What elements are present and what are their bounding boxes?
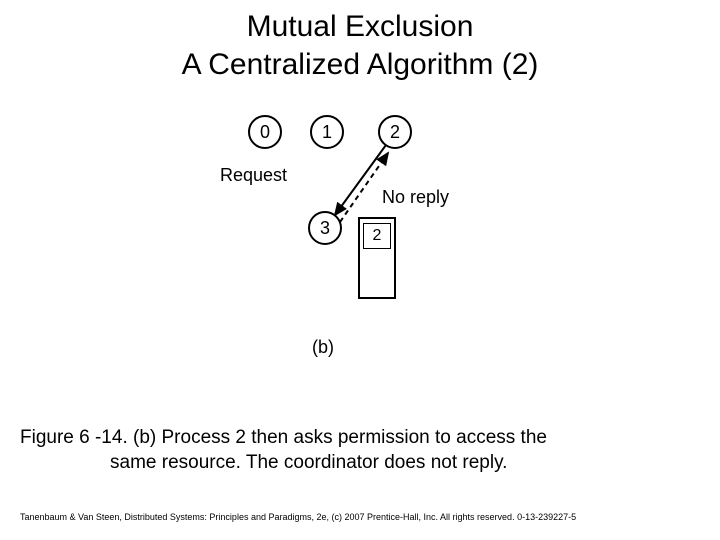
title-line1: Mutual Exclusion [247,10,474,43]
node-2-label: 2 [390,122,400,143]
slide-title: Mutual Exclusion A Centralized Algorithm… [0,0,720,83]
request-label: Request [220,165,287,186]
node-3: 3 [308,211,342,245]
node-1-label: 1 [322,122,332,143]
figure-caption: Figure 6 -14. (b) Process 2 then asks pe… [20,426,700,475]
caption-line2: same resource. The coordinator does not … [20,452,507,473]
caption-line1: Figure 6 -14. (b) Process 2 then asks pe… [20,427,547,448]
node-2: 2 [378,115,412,149]
noreply-label: No reply [382,187,449,208]
node-3-label: 3 [320,218,330,239]
node-1: 1 [310,115,344,149]
queue-entry-label: 2 [373,227,382,245]
copyright-footer: Tanenbaum & Van Steen, Distributed Syste… [20,512,700,522]
node-0-label: 0 [260,122,270,143]
edge-request [335,145,386,215]
subfig-label: (b) [312,337,334,358]
edge-noreply [340,153,388,222]
node-0: 0 [248,115,282,149]
diagram: 0 1 2 3 Request No reply 2 (b) [230,115,490,375]
queue-entry: 2 [363,223,391,249]
title-line2: A Centralized Algorithm (2) [182,48,539,81]
